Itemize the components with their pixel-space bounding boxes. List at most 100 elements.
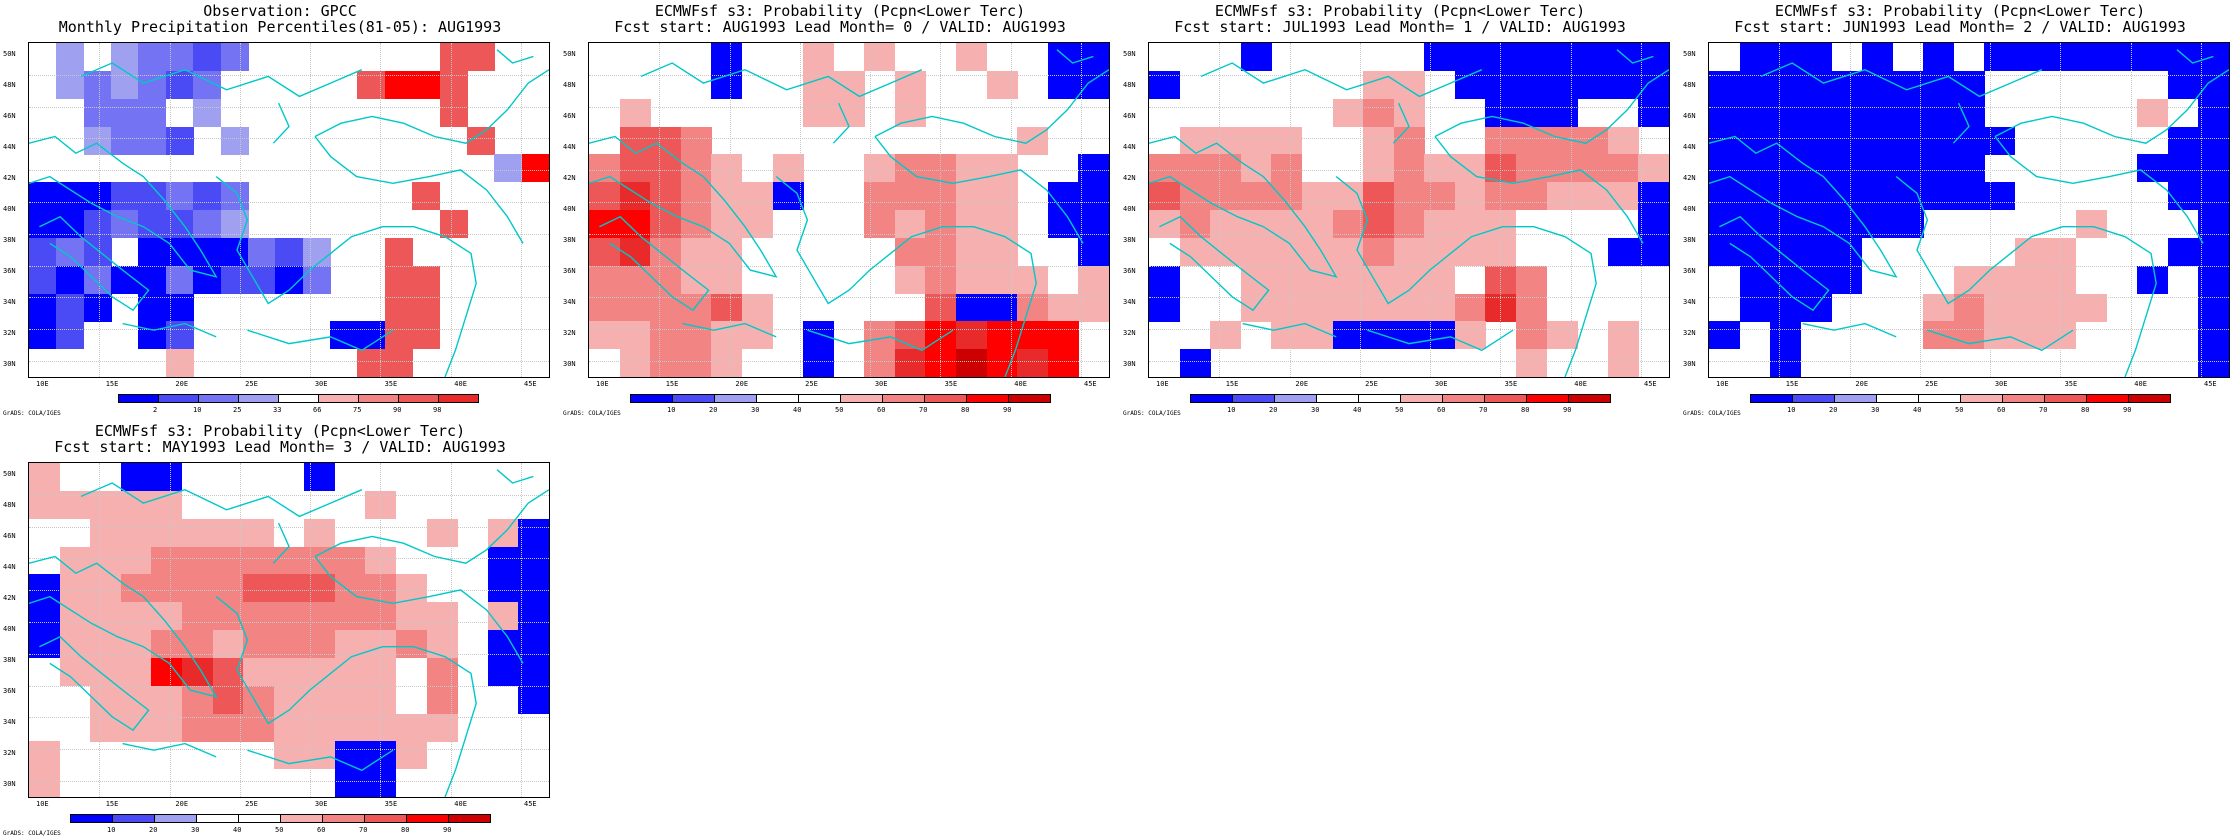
- lat-label: 32N: [3, 329, 16, 337]
- grid-cell: [864, 43, 896, 71]
- map-panel: ECMWFsf s3: Probability (Pcpn<Lower Terc…: [0, 420, 560, 840]
- grid-cell: [193, 265, 222, 294]
- colorbar-label: 40: [793, 406, 802, 414]
- grid-cell: [83, 182, 112, 211]
- lat-label: 36N: [1683, 267, 1696, 275]
- grid-cell: [1953, 154, 1985, 183]
- gridline: [29, 265, 549, 267]
- grid-cell: [1424, 43, 1456, 71]
- colorbar: 2 10 25 33 66 75 90 98: [0, 394, 560, 418]
- grid-cell: [1240, 126, 1272, 155]
- coastline: [640, 62, 923, 98]
- lat-label: 34N: [563, 298, 576, 306]
- grid-cell: [741, 182, 773, 211]
- grid-cell: [1393, 154, 1425, 183]
- gridline: [659, 43, 661, 377]
- grid-cell: [247, 265, 276, 294]
- lat-label: 32N: [1683, 329, 1696, 337]
- colorbar-label: 80: [1521, 406, 1530, 414]
- grid-cell: [1923, 43, 1955, 71]
- gridline: [589, 329, 1109, 331]
- grid-cell: [1078, 43, 1109, 71]
- grid-cell: [1638, 237, 1669, 266]
- grid-cell: [29, 321, 57, 350]
- gridline: [29, 233, 549, 235]
- lon-label: 30E: [314, 800, 328, 808]
- grads-credit: GrADS: COLA/IGES: [3, 830, 61, 837]
- grid-cell: [2076, 210, 2108, 238]
- grid-cell: [1017, 349, 1049, 377]
- grid-cell: [711, 182, 743, 211]
- coastline: [314, 556, 524, 664]
- grid-cell: [680, 126, 712, 155]
- coastline: [29, 135, 218, 278]
- gridline: [450, 43, 452, 377]
- gridline: [940, 43, 942, 377]
- coastline: [1056, 49, 1094, 64]
- lat-label: 38N: [3, 656, 16, 664]
- grid-cell: [1709, 237, 1740, 266]
- grid-cell: [1363, 182, 1395, 211]
- lat-label: 30N: [1123, 360, 1136, 368]
- grid-cell: [412, 182, 441, 211]
- grid-cell: [1363, 210, 1395, 238]
- grid-cell: [986, 210, 1018, 238]
- lat-label: 48N: [1123, 81, 1136, 89]
- lat-label: 44N: [1123, 143, 1136, 151]
- lon-label: 20E: [1295, 380, 1309, 388]
- grid-cell: [1739, 154, 1771, 183]
- colorbar-swatch: [798, 394, 841, 403]
- grid-cell: [466, 43, 495, 71]
- colorbar-swatch: [278, 394, 319, 403]
- lat-label: 30N: [3, 360, 16, 368]
- lon-label: 45E: [2204, 380, 2217, 388]
- grid-cell: [330, 321, 359, 350]
- grid-cell: [1831, 265, 1863, 294]
- grid-cell: [138, 126, 167, 155]
- coastline: [1994, 69, 2229, 144]
- grid-cell: [619, 349, 651, 377]
- grid-cell: [1831, 126, 1863, 155]
- colorbar-label: 60: [317, 826, 326, 834]
- gridline: [1149, 74, 1669, 76]
- lat-label: 32N: [3, 749, 16, 757]
- lat-label: 42N: [563, 174, 576, 182]
- grid-cell: [956, 321, 988, 350]
- colorbar-label: 50: [275, 826, 284, 834]
- colorbar-swatch: [1232, 394, 1275, 403]
- grid-cell: [803, 98, 835, 127]
- grid-cell: [138, 321, 167, 350]
- colorbar-label: 20: [1829, 406, 1838, 414]
- grid-cell: [1424, 210, 1456, 238]
- grid-cell: [1363, 154, 1395, 183]
- map-area: [28, 462, 550, 798]
- grid-cell: [1607, 237, 1639, 266]
- coastline: [1149, 135, 1338, 278]
- gridline: [1149, 233, 1669, 235]
- colorbar-swatch: [318, 394, 359, 403]
- grid-cell: [1240, 182, 1272, 211]
- colorbar-swatch: [1400, 394, 1443, 403]
- lon-label: 30E: [314, 380, 328, 388]
- gridline: [729, 43, 731, 377]
- lat-label: 46N: [1123, 112, 1136, 120]
- colorbar-label: 70: [919, 406, 928, 414]
- lat-label: 38N: [3, 236, 16, 244]
- colorbar-label: 33: [273, 406, 282, 414]
- lon-label: 15E: [665, 380, 679, 388]
- colorbar-swatch: [1834, 394, 1877, 403]
- grid-cell: [803, 349, 835, 377]
- coastline: [1760, 62, 2043, 98]
- colorbar-label: 10: [193, 406, 202, 414]
- grid-cell: [193, 182, 222, 211]
- grid-cell: [384, 321, 413, 350]
- lon-label: 30E: [1994, 380, 2008, 388]
- grid-cell: [220, 182, 249, 211]
- gridline: [589, 106, 1109, 108]
- grid-cell: [193, 210, 222, 238]
- lat-label: 42N: [3, 174, 16, 182]
- grid-cell: [1861, 210, 1893, 238]
- lat-label: 36N: [3, 687, 16, 695]
- grid-cell: [1739, 126, 1771, 155]
- grid-cell: [1739, 210, 1771, 238]
